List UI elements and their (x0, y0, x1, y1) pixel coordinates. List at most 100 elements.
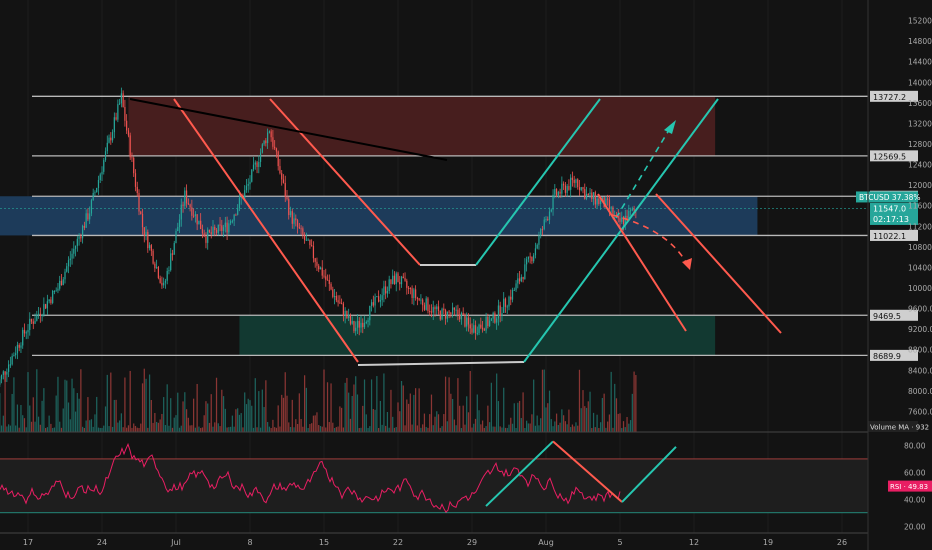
candle-body (624, 215, 626, 224)
candle-body (453, 307, 455, 310)
volume-bar (210, 394, 212, 432)
candle-body (416, 297, 418, 299)
volume-bar (265, 380, 267, 432)
volume-bar (402, 385, 404, 432)
candle-body (501, 312, 503, 316)
candle-body (598, 198, 600, 204)
candle-body (610, 207, 612, 209)
volume-bar (194, 427, 196, 432)
volume-bar (133, 423, 135, 432)
volume-bar (608, 414, 611, 432)
candle-body (395, 273, 397, 285)
candle-body (156, 267, 158, 269)
candle-body (94, 192, 96, 194)
candle-body (557, 191, 559, 196)
volume-bar (429, 414, 431, 432)
rsi-value-box (888, 480, 932, 492)
candle-body (45, 304, 47, 309)
candle-body (15, 353, 17, 356)
volume-bar (501, 427, 503, 432)
candle-body (612, 207, 614, 217)
volume-bar (554, 421, 556, 432)
volume-bar (564, 421, 566, 432)
candle-body (113, 117, 115, 133)
candle-body (534, 248, 537, 256)
volume-bar (32, 397, 34, 432)
candle-body (200, 220, 202, 230)
volume-bar (279, 426, 281, 432)
volume-bar (48, 415, 50, 432)
volume-bar (182, 401, 184, 432)
volume-bar (344, 382, 346, 432)
volume-bar (436, 411, 438, 432)
volume-bar (87, 397, 89, 432)
volume-bar (594, 427, 596, 432)
candle-body (349, 315, 352, 324)
price-tick-label: 9600.0 (908, 305, 932, 314)
candle-body (291, 211, 293, 224)
price-tick-label: 13200.0 (908, 119, 932, 128)
candle-body (425, 298, 427, 310)
candle-body (506, 306, 508, 308)
volume-bar (258, 391, 260, 432)
volume-bar (18, 427, 20, 432)
volume-bar (499, 426, 501, 432)
candle-body (342, 303, 344, 316)
volume-bar (249, 400, 251, 432)
price-tick-label: 8800.0 (908, 346, 932, 355)
candle-body (464, 314, 466, 327)
candle-body (496, 318, 498, 323)
volume-bar (330, 383, 332, 432)
candle-body (443, 308, 445, 311)
volume-bar (411, 424, 413, 432)
candle-body (198, 220, 200, 225)
candle-body (335, 295, 337, 301)
volume-bar (37, 416, 40, 432)
candle-body (353, 321, 355, 332)
candle-body (67, 260, 70, 267)
candle-body (258, 161, 260, 167)
volume-bar (101, 427, 103, 432)
volume-bar (409, 393, 411, 432)
candle-body (378, 296, 380, 302)
volume-bar (474, 418, 477, 432)
volume-bar (575, 422, 577, 432)
volume-bar (323, 369, 325, 432)
candle-body (355, 327, 357, 332)
candle-body (6, 371, 8, 375)
candle-body (20, 345, 22, 348)
volume-bar (201, 427, 204, 432)
candle-body (233, 214, 235, 221)
volume-bar (152, 422, 154, 432)
candle-body (596, 198, 598, 205)
candle-body (159, 278, 161, 283)
volume-bar (386, 411, 389, 432)
volume-bar (131, 427, 133, 432)
candle-body (628, 210, 630, 221)
volume-bar (178, 427, 181, 432)
volume-bar (99, 427, 101, 432)
rsi-trend-line (621, 446, 677, 503)
volume-bar (147, 427, 149, 432)
candle-body (145, 231, 147, 236)
candle-body (404, 278, 406, 281)
candle-body (524, 264, 526, 280)
volume-bar (326, 382, 329, 432)
volume-bar (443, 414, 445, 432)
candle-body (369, 305, 371, 321)
candle-body (510, 296, 512, 300)
volume-bar (8, 424, 10, 432)
candle-body (136, 186, 138, 193)
volume-bar (119, 420, 121, 432)
trend-line (597, 193, 687, 332)
candle-body (267, 132, 269, 144)
volume-bar (29, 405, 31, 432)
volume-bar (610, 371, 612, 432)
volume-bar (473, 423, 475, 432)
candle-body (39, 313, 41, 316)
candle-body (175, 230, 177, 244)
zone-resistance (128, 96, 716, 156)
volume-bar (120, 413, 122, 432)
volume-bar (511, 423, 514, 432)
candle-body (189, 204, 191, 208)
